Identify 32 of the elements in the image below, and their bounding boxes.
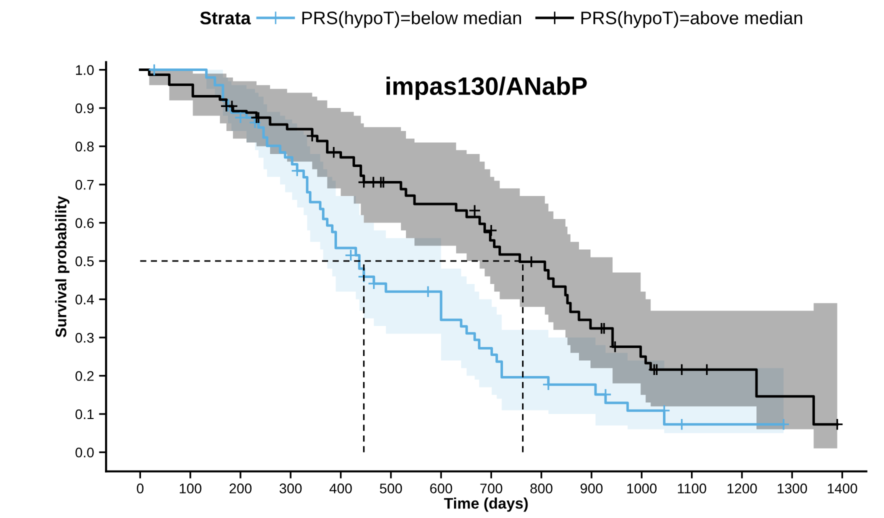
x-tick-label: 700 <box>480 484 502 494</box>
x-tick-label: 1300 <box>778 484 808 494</box>
x-axis-title: Time (days) <box>444 498 528 512</box>
y-tick-label: 0.5 <box>76 256 94 266</box>
x-tick-label: 900 <box>580 484 603 494</box>
x-tick-label: 800 <box>530 484 552 494</box>
y-tick-label: 0.7 <box>76 180 94 190</box>
y-tick-label: 1.0 <box>76 65 94 75</box>
y-tick-label: 0.4 <box>76 294 94 304</box>
x-tick-label: 600 <box>430 484 452 494</box>
x-tick-label: 300 <box>280 484 302 494</box>
legend-label: PRS(hypoT)=below median <box>302 11 522 28</box>
x-tick-label: 100 <box>180 484 202 494</box>
x-tick-label: 1100 <box>678 484 706 494</box>
x-tick-label: 1400 <box>828 484 858 494</box>
x-tick-label: 400 <box>330 484 352 494</box>
x-tick-label: 200 <box>230 484 252 494</box>
y-tick-label: 0.2 <box>76 371 94 381</box>
y-tick-label: 0.9 <box>76 103 94 114</box>
y-tick-label: 0.1 <box>76 409 94 420</box>
y-axis-title: Survival probability <box>55 196 70 338</box>
y-tick-label: 0.8 <box>76 142 94 152</box>
text: impas130/ANabP <box>386 76 587 100</box>
y-tick-label: 0.6 <box>76 218 94 228</box>
legend-label: PRS(hypoT)=above median <box>581 11 802 28</box>
legend-title: Strata <box>200 12 251 24</box>
y-tick-label: 0.0 <box>76 448 94 458</box>
x-tick-label: 500 <box>380 484 402 494</box>
y-tick-label: 0.3 <box>76 332 94 343</box>
x-tick-label: 0 <box>136 484 144 494</box>
x-tick-label: 1200 <box>728 484 757 494</box>
x-tick-label: 1000 <box>627 484 657 494</box>
